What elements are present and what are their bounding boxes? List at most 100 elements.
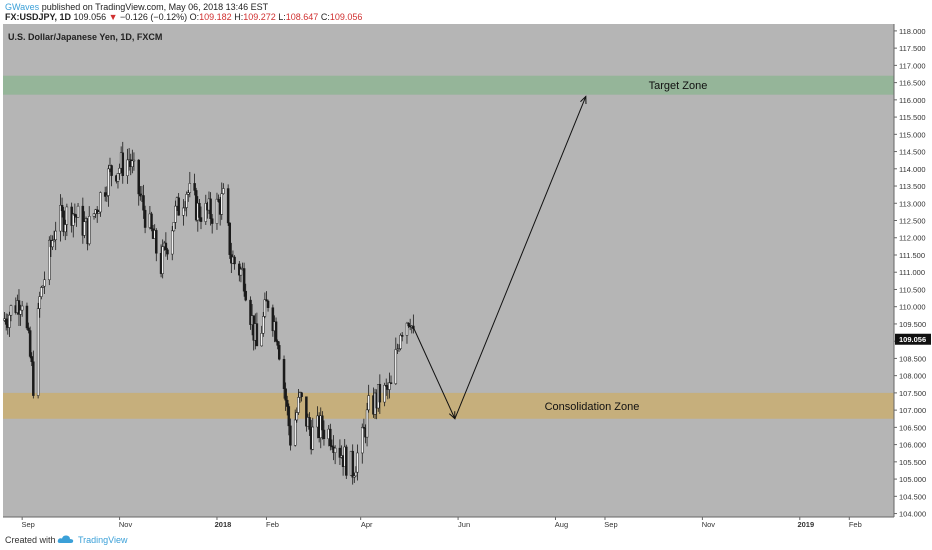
candle-body bbox=[177, 197, 180, 216]
projection-arrow bbox=[412, 327, 455, 418]
candle-body bbox=[282, 358, 286, 389]
time-tick-label: Apr bbox=[361, 520, 373, 529]
price-tick-label: 105.000 bbox=[899, 475, 926, 484]
time-tick-label: Feb bbox=[849, 520, 862, 529]
zones-layer: Target Zone Consolidation Zone bbox=[3, 75, 894, 419]
candle-body bbox=[405, 322, 409, 336]
candle-body bbox=[40, 287, 43, 297]
zone-band bbox=[3, 75, 894, 95]
candles-layer bbox=[3, 141, 415, 485]
candle-body bbox=[17, 300, 21, 315]
candle-body bbox=[388, 382, 391, 390]
candle-body bbox=[28, 330, 32, 357]
candle-body bbox=[143, 209, 147, 228]
candle-body bbox=[188, 183, 192, 193]
low-label: L: bbox=[278, 12, 286, 22]
candle-body bbox=[300, 392, 303, 397]
price-tick-label: 113.500 bbox=[899, 182, 926, 191]
close-value: 109.056 bbox=[329, 12, 363, 22]
candle-body bbox=[116, 173, 120, 182]
plot-background bbox=[3, 24, 894, 517]
time-tick-label: Nov bbox=[119, 520, 133, 529]
candle-body bbox=[121, 152, 125, 177]
candle-body bbox=[166, 249, 169, 255]
candle-body bbox=[30, 356, 33, 363]
candle-body bbox=[244, 290, 247, 301]
candle-body bbox=[183, 207, 187, 209]
candle-body bbox=[164, 242, 168, 251]
ohlc-line: FX:USDJPY, 1D 109.056 ▼ −0.126 (−0.12%) … bbox=[5, 12, 362, 22]
price-tick-label: 111.500 bbox=[899, 251, 925, 260]
candle-body bbox=[407, 322, 410, 327]
candle-body bbox=[228, 222, 231, 255]
candle-body bbox=[399, 335, 402, 349]
candle-body bbox=[103, 192, 107, 197]
candle-body bbox=[274, 321, 278, 342]
price-tick-label: 116.500 bbox=[899, 79, 926, 88]
candle-body bbox=[81, 205, 85, 236]
candle-body bbox=[378, 384, 382, 403]
candle-body bbox=[92, 213, 96, 217]
candle-body bbox=[43, 279, 46, 287]
candle-body bbox=[394, 349, 398, 384]
candle-body bbox=[64, 224, 67, 233]
zone-label: Target Zone bbox=[649, 80, 708, 92]
candle-body bbox=[384, 385, 388, 387]
time-tick-label: Feb bbox=[266, 520, 279, 529]
candle-body bbox=[9, 305, 13, 316]
price-tick-label: 114.500 bbox=[899, 148, 926, 157]
candle-body bbox=[215, 198, 219, 224]
price-tick-label: 110.000 bbox=[899, 303, 926, 312]
last-price: 109.056 bbox=[73, 12, 107, 22]
time-tick-label: Jun bbox=[458, 520, 470, 529]
candle-body bbox=[204, 203, 208, 222]
author-link[interactable]: GWaves bbox=[5, 2, 40, 12]
price-tick-label: 112.000 bbox=[899, 234, 926, 243]
time-tick-label: Aug bbox=[555, 520, 568, 529]
price-tick-label: 117.500 bbox=[899, 44, 926, 53]
candle-body bbox=[308, 417, 311, 430]
candle-body bbox=[171, 230, 174, 255]
candle-body bbox=[233, 256, 236, 265]
candle-body bbox=[32, 361, 35, 396]
time-tick-label: Sep bbox=[21, 520, 34, 529]
close-label: C: bbox=[320, 12, 330, 22]
candle-body bbox=[249, 299, 252, 325]
candle-body bbox=[59, 205, 62, 232]
change-value: −0.126 (−0.12%) bbox=[120, 12, 188, 22]
created-with-label: Created with bbox=[5, 535, 56, 545]
candle-body bbox=[60, 205, 64, 212]
price-axis[interactable]: 104.000 104.500 105.000 105.500 106.000 106.5… bbox=[894, 27, 931, 519]
candle-body bbox=[137, 159, 140, 195]
price-tick-label: 115.000 bbox=[899, 130, 926, 139]
price-tick-label: 107.000 bbox=[899, 406, 926, 415]
candle-body bbox=[142, 195, 145, 211]
candle-body bbox=[161, 246, 164, 274]
candle-body bbox=[155, 230, 158, 254]
open-value: 109.182 bbox=[199, 12, 232, 22]
candle-body bbox=[19, 309, 22, 315]
candle-body bbox=[172, 222, 176, 232]
price-tick-label: 109.500 bbox=[899, 320, 926, 329]
tradingview-brand[interactable]: TradingView bbox=[78, 535, 128, 545]
candle-body bbox=[83, 221, 86, 236]
candle-body bbox=[222, 188, 225, 194]
candle-body bbox=[329, 428, 332, 447]
candle-body bbox=[72, 213, 75, 226]
high-value: 109.272 bbox=[243, 12, 276, 22]
candle-body bbox=[389, 382, 393, 384]
candle-body bbox=[198, 202, 201, 218]
projection-layer bbox=[412, 96, 585, 418]
candle-body bbox=[210, 218, 214, 224]
candle-body bbox=[52, 239, 56, 241]
candle-body bbox=[263, 299, 267, 317]
price-chart[interactable]: Target Zone Consolidation Zone U.S. Dolla… bbox=[0, 24, 932, 530]
chart-header: GWaves published on TradingView.com, May… bbox=[0, 0, 932, 24]
price-tick-label: 117.000 bbox=[899, 61, 926, 70]
candle-body bbox=[25, 305, 29, 329]
candle-body bbox=[73, 213, 77, 216]
time-axis[interactable]: Sep Nov 2018 Feb Apr Jun Aug Sep Nov 2019 Feb bbox=[21, 517, 862, 529]
price-tick-label: 110.500 bbox=[899, 285, 926, 294]
candle-body bbox=[338, 447, 342, 458]
candle-body bbox=[4, 318, 8, 325]
